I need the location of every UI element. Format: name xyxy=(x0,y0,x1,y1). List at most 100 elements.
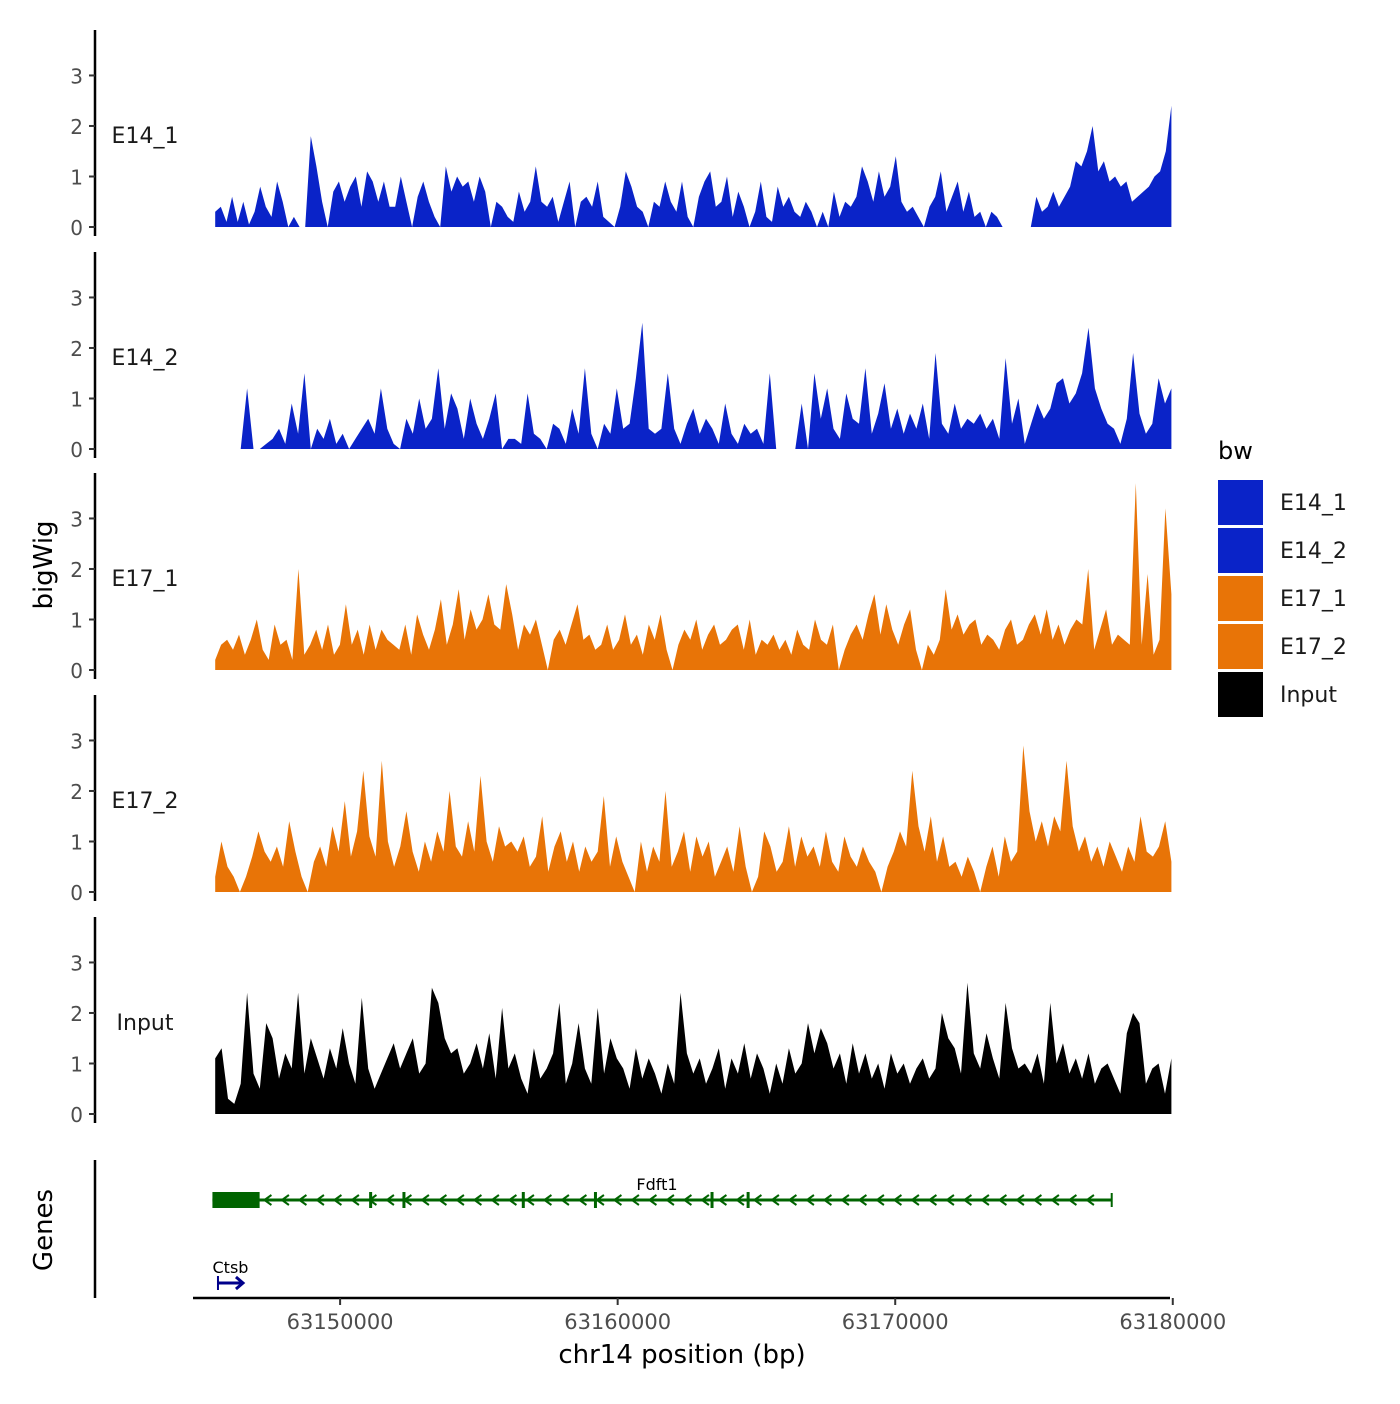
strand-arrow xyxy=(560,1194,570,1206)
legend-swatch xyxy=(1218,528,1263,573)
strand-arrow xyxy=(234,1275,246,1291)
strand-arrow xyxy=(647,1194,658,1206)
strand-arrow xyxy=(612,1194,623,1206)
strand-arrow xyxy=(787,1194,798,1206)
strand-arrow xyxy=(822,1194,833,1206)
strand-arrow xyxy=(367,1194,378,1206)
strand-arrow xyxy=(735,1194,745,1206)
legend-title: bw xyxy=(1218,437,1253,465)
x-tick-label: 63180000 xyxy=(1119,1310,1226,1334)
y-tick-label: 1 xyxy=(70,387,83,411)
signal-area xyxy=(215,105,1172,227)
strand-arrow xyxy=(332,1194,343,1206)
strand-arrow xyxy=(945,1194,955,1206)
track-label: E17_1 xyxy=(112,567,179,592)
gene-ctsb: Ctsb xyxy=(213,1258,249,1291)
y-tick-label: 1 xyxy=(70,608,83,632)
y-tick-label: 0 xyxy=(70,881,83,905)
legend-label: E14_1 xyxy=(1280,491,1347,516)
signal-area xyxy=(215,982,1172,1114)
genes-axis-title: Genes xyxy=(29,1189,59,1271)
y-tick-label: 2 xyxy=(70,337,83,361)
signal-area xyxy=(215,483,1172,670)
y-tick-label: 3 xyxy=(70,951,83,975)
y-tick-label: 0 xyxy=(70,438,83,462)
genes-layer: Fdft1 Ctsb xyxy=(93,1160,1113,1298)
strand-arrow xyxy=(402,1194,413,1206)
gene-fdft1: Fdft1 xyxy=(212,1175,1113,1208)
strand-arrow xyxy=(770,1194,780,1206)
legend-item-e14-1: E14_1 xyxy=(1218,480,1347,525)
legend-item-e17-1: E17_1 xyxy=(1218,576,1347,621)
strand-arrow xyxy=(297,1194,308,1206)
y-tick-label: 1 xyxy=(70,830,83,854)
legend-swatch xyxy=(1218,624,1263,669)
strand-arrow xyxy=(280,1194,290,1206)
strand-arrow xyxy=(385,1194,395,1206)
strand-arrow xyxy=(910,1194,920,1206)
x-tick-label: 63150000 xyxy=(287,1310,394,1334)
strand-arrow xyxy=(805,1194,815,1206)
legend-label: E17_2 xyxy=(1280,635,1347,660)
strand-arrow xyxy=(752,1194,763,1206)
x-axis-title: chr14 position (bp) xyxy=(558,1340,805,1370)
legend: bw E14_1 E14_2 E17_1 E17_2 Input xyxy=(1218,437,1347,717)
y-tick-label: 3 xyxy=(70,507,83,531)
track-label: E14_2 xyxy=(112,346,179,371)
gene-label: Ctsb xyxy=(213,1258,249,1277)
signal-area xyxy=(240,322,1172,449)
x-tick-label: 63160000 xyxy=(564,1310,671,1334)
y-tick-label: 3 xyxy=(70,729,83,753)
strand-arrow xyxy=(630,1194,640,1206)
strand-arrow xyxy=(665,1194,675,1206)
strand-arrow xyxy=(455,1194,465,1206)
legend-swatch xyxy=(1218,576,1263,621)
strand-arrow xyxy=(980,1194,990,1206)
strand-arrow xyxy=(472,1194,483,1206)
strand-arrow xyxy=(525,1194,535,1206)
legend-item-e14-2: E14_2 xyxy=(1218,528,1347,573)
strand-arrow xyxy=(962,1194,973,1206)
strand-arrow xyxy=(875,1194,885,1206)
y-tick-label: 0 xyxy=(70,216,83,240)
strand-arrow xyxy=(1067,1194,1078,1206)
strand-arrow xyxy=(315,1194,325,1206)
strand-arrow xyxy=(927,1194,938,1206)
strand-arrow xyxy=(700,1194,710,1206)
strand-arrow xyxy=(350,1194,360,1206)
tracks-layer: 0 1 2 3 E14_1 0 1 2 3 E14_2 0 1 2 3 E17_1 0 1 2 3 E17_2 0 1 2 3… xyxy=(70,30,1172,1127)
strand-arrow xyxy=(542,1194,553,1206)
strand-arrow xyxy=(717,1194,728,1206)
track-label: E17_2 xyxy=(112,789,179,814)
strand-arrow xyxy=(507,1194,518,1206)
strand-arrow xyxy=(682,1194,693,1206)
legend-label: E14_2 xyxy=(1280,539,1347,564)
strand-arrow xyxy=(577,1194,588,1206)
strand-arrow xyxy=(857,1194,868,1206)
track-label: Input xyxy=(117,1011,174,1036)
signal-area xyxy=(215,745,1172,892)
y-axis-title: bigWig xyxy=(29,520,59,609)
strand-arrow xyxy=(595,1194,605,1206)
track-panel-e17-1: 0 1 2 3 E17_1 xyxy=(70,473,1172,683)
legend-item-e17-2: E17_2 xyxy=(1218,624,1347,669)
strand-arrow xyxy=(490,1194,500,1206)
y-tick-label: 0 xyxy=(70,659,83,683)
track-panel-e17-2: 0 1 2 3 E17_2 xyxy=(70,695,1172,905)
legend-swatch xyxy=(1218,480,1263,525)
track-panel-e14-1: 0 1 2 3 E14_1 xyxy=(70,30,1172,240)
y-tick-label: 1 xyxy=(70,165,83,189)
track-panel-input: 0 1 2 3 Input xyxy=(70,917,1172,1127)
legend-label: Input xyxy=(1280,683,1337,708)
y-tick-label: 2 xyxy=(70,1002,83,1026)
strand-arrow xyxy=(437,1194,448,1206)
y-tick-label: 1 xyxy=(70,1052,83,1076)
strand-arrow xyxy=(262,1194,273,1206)
strand-arrow xyxy=(1032,1194,1043,1206)
track-label: E14_1 xyxy=(112,124,179,149)
track-panel-e14-2: 0 1 2 3 E14_2 xyxy=(70,252,1172,462)
legend-swatch xyxy=(1218,672,1263,717)
strand-arrow xyxy=(1085,1194,1095,1206)
